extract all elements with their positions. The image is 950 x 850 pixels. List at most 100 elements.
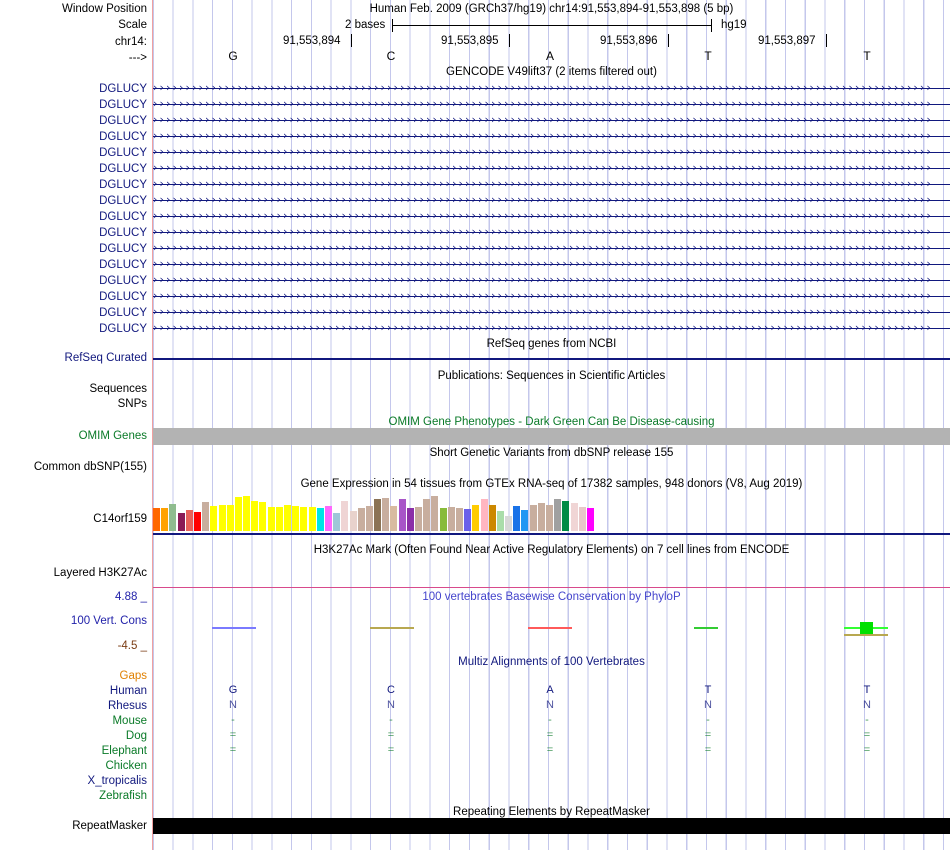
gtex-tissue-bar[interactable] <box>284 505 291 531</box>
gtex-tissue-bar[interactable] <box>267 507 275 531</box>
refseq-track-line[interactable] <box>153 358 950 360</box>
gencode-transcript-row[interactable]: ››››››››››››››››››››››››››››››››››››››››… <box>153 260 950 269</box>
gencode-transcript-row[interactable]: ››››››››››››››››››››››››››››››››››››››››… <box>153 324 950 333</box>
multiz-species-label[interactable]: Mouse <box>112 715 147 727</box>
label-layered-h3k27ac[interactable]: Layered H3K27Ac <box>53 567 147 579</box>
multiz-species-label[interactable]: Rhesus <box>108 700 147 712</box>
multiz-species-label[interactable]: Human <box>109 685 147 697</box>
omim-genes-bar[interactable] <box>153 428 950 445</box>
gencode-transcript-row[interactable]: ››››››››››››››››››››››››››››››››››››››››… <box>153 132 950 141</box>
gtex-tissue-bar[interactable] <box>496 511 504 531</box>
gtex-tissue-bar[interactable] <box>251 501 259 531</box>
gencode-gene-label[interactable]: DGLUCY <box>99 211 147 223</box>
gtex-tissue-bar[interactable] <box>406 508 414 531</box>
gtex-tissue-bar[interactable] <box>218 505 226 531</box>
gencode-gene-label[interactable]: DGLUCY <box>99 83 147 95</box>
gtex-tissue-bar[interactable] <box>439 508 447 531</box>
gtex-tissue-bar[interactable] <box>390 506 398 531</box>
gtex-tissue-bar[interactable] <box>423 499 431 531</box>
gencode-gene-label[interactable]: DGLUCY <box>99 179 147 191</box>
gtex-tissue-bar[interactable] <box>578 507 586 531</box>
gtex-tissue-bar[interactable] <box>169 504 177 531</box>
gencode-transcript-row[interactable]: ››››››››››››››››››››››››››››››››››››››››… <box>153 84 950 93</box>
gtex-tissue-bar[interactable] <box>357 508 365 531</box>
gtex-tissue-bar[interactable] <box>177 513 185 531</box>
label-100-vert-cons[interactable]: 100 Vert. Cons <box>70 615 147 627</box>
gencode-transcript-row[interactable]: ››››››››››››››››››››››››››››››››››››››››… <box>153 292 950 301</box>
gtex-tissue-bar[interactable] <box>513 506 521 531</box>
gencode-transcript-row[interactable]: ››››››››››››››››››››››››››››››››››››››››… <box>153 148 950 157</box>
gencode-transcript-row[interactable]: ››››››››››››››››››››››››››››››››››››››››… <box>153 100 950 109</box>
gencode-transcript-row[interactable]: ››››››››››››››››››››››››››››››››››››››››… <box>153 276 950 285</box>
multiz-species-label[interactable]: Chicken <box>105 760 147 772</box>
gencode-transcript-row[interactable]: ››››››››››››››››››››››››››››››››››››››››… <box>153 196 950 205</box>
gtex-tissue-bar[interactable] <box>431 496 439 531</box>
gtex-tissue-bar[interactable] <box>193 512 201 531</box>
gtex-tissue-bar[interactable] <box>300 507 308 531</box>
gencode-transcript-row[interactable]: ››››››››››››››››››››››››››››››››››››››››… <box>153 212 950 221</box>
gtex-tissue-bar[interactable] <box>210 506 218 531</box>
gtex-tissue-bar[interactable] <box>234 497 242 531</box>
gencode-gene-label[interactable]: DGLUCY <box>99 291 147 303</box>
gtex-tissue-bar[interactable] <box>480 499 488 531</box>
label-omim-genes[interactable]: OMIM Genes <box>78 430 147 442</box>
multiz-species-label[interactable]: Elephant <box>101 745 147 757</box>
multiz-species-label[interactable]: Gaps <box>119 670 148 682</box>
gtex-tissue-bar[interactable] <box>529 505 537 531</box>
gencode-gene-label[interactable]: DGLUCY <box>99 275 147 287</box>
gtex-tissue-bar[interactable] <box>521 510 529 531</box>
gencode-transcript-row[interactable]: ››››››››››››››››››››››››››››››››››››››››… <box>153 228 950 237</box>
label-repeatmasker[interactable]: RepeatMasker <box>72 820 147 832</box>
gtex-tissue-bar[interactable] <box>464 509 472 531</box>
gtex-tissue-bar[interactable] <box>554 499 562 531</box>
gtex-tissue-bar[interactable] <box>382 498 390 531</box>
track-data-area[interactable] <box>153 0 950 850</box>
gtex-tissue-bar[interactable] <box>292 506 300 531</box>
gtex-tissue-bar[interactable] <box>586 508 594 531</box>
gencode-gene-label[interactable]: DGLUCY <box>99 323 147 335</box>
label-refseq-curated[interactable]: RefSeq Curated <box>64 352 147 364</box>
gencode-transcript-row[interactable]: ››››››››››››››››››››››››››››››››››››››››… <box>153 116 950 125</box>
gtex-tissue-bar[interactable] <box>324 506 332 531</box>
label-snps[interactable]: SNPs <box>117 398 147 410</box>
gencode-gene-label[interactable]: DGLUCY <box>99 131 147 143</box>
label-c14orf159[interactable]: C14orf159 <box>93 513 147 525</box>
gencode-transcript-row[interactable]: ››››››››››››››››››››››››››››››››››››››››… <box>153 308 950 317</box>
gtex-expression-barchart[interactable] <box>153 489 595 531</box>
multiz-species-label[interactable]: Zebrafish <box>99 790 147 802</box>
gtex-tissue-bar[interactable] <box>537 503 545 531</box>
gencode-gene-label[interactable]: DGLUCY <box>99 243 147 255</box>
gencode-gene-label[interactable]: DGLUCY <box>99 259 147 271</box>
multiz-species-label[interactable]: Dog <box>125 730 147 742</box>
gencode-transcript-row[interactable]: ››››››››››››››››››››››››››››››››››››››››… <box>153 180 950 189</box>
gtex-tissue-bar[interactable] <box>202 502 210 531</box>
gencode-gene-label[interactable]: DGLUCY <box>99 99 147 111</box>
gencode-gene-label[interactable]: DGLUCY <box>99 115 147 127</box>
gtex-tissue-bar[interactable] <box>546 505 553 531</box>
gtex-tissue-bar[interactable] <box>333 513 341 531</box>
gtex-tissue-bar[interactable] <box>226 505 234 531</box>
gtex-tissue-bar[interactable] <box>161 508 169 531</box>
gtex-tissue-bar[interactable] <box>365 506 373 531</box>
gtex-tissue-bar[interactable] <box>562 501 570 531</box>
gtex-tissue-bar[interactable] <box>243 496 251 531</box>
gtex-tissue-bar[interactable] <box>398 499 406 531</box>
gtex-tissue-bar[interactable] <box>349 511 357 531</box>
gtex-tissue-bar[interactable] <box>341 501 349 531</box>
gtex-tissue-bar[interactable] <box>455 508 463 531</box>
gtex-tissue-bar[interactable] <box>472 505 480 531</box>
gencode-gene-label[interactable]: DGLUCY <box>99 147 147 159</box>
label-common-dbsnp[interactable]: Common dbSNP(155) <box>33 461 147 473</box>
gtex-tissue-bar[interactable] <box>415 507 422 531</box>
gencode-gene-label[interactable]: DGLUCY <box>99 195 147 207</box>
gencode-transcript-row[interactable]: ››››››››››››››››››››››››››››››››››››››››… <box>153 244 950 253</box>
gencode-gene-label[interactable]: DGLUCY <box>99 307 147 319</box>
gtex-tissue-bar[interactable] <box>259 502 267 531</box>
gtex-tissue-bar[interactable] <box>308 507 316 531</box>
label-sequences[interactable]: Sequences <box>89 383 147 395</box>
gtex-tissue-bar[interactable] <box>185 510 193 531</box>
multiz-species-label[interactable]: X_tropicalis <box>87 775 147 787</box>
gtex-tissue-bar[interactable] <box>488 505 496 531</box>
gencode-gene-label[interactable]: DGLUCY <box>99 163 147 175</box>
repeatmasker-bar[interactable] <box>153 818 950 834</box>
